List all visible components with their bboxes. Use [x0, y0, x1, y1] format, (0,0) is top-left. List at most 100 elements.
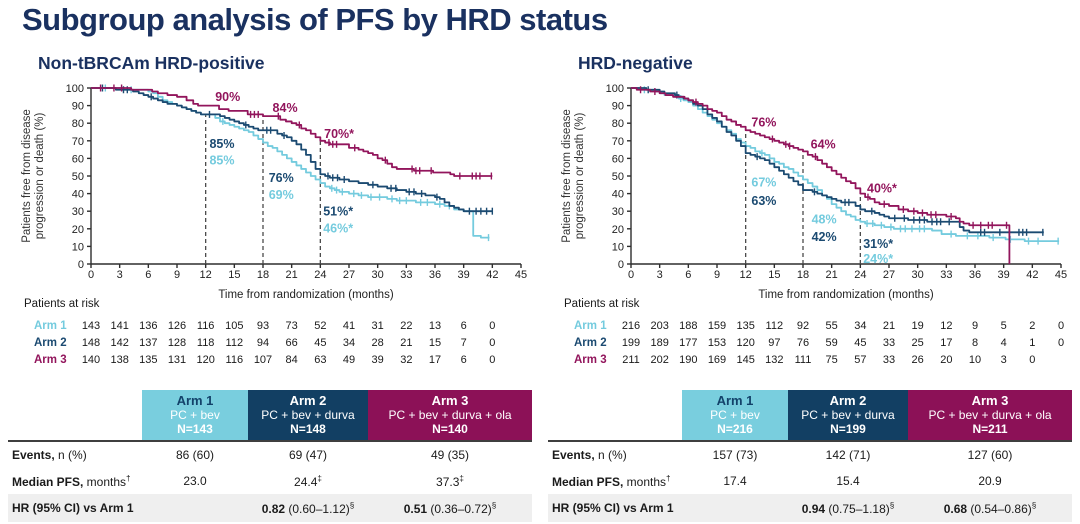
km-curve-arm-1: [631, 87, 1060, 243]
risk-count: 141: [110, 320, 128, 332]
risk-count: 45: [854, 337, 866, 349]
km-chart-hrd-positive: Patients free from diseaseprogression or…: [21, 83, 527, 366]
risk-count: 10: [969, 354, 981, 366]
annotation-label: 76%: [269, 171, 294, 185]
arm-name: Arm 2: [829, 393, 867, 408]
x-tick-label: 21: [826, 269, 838, 281]
risk-count: 73: [286, 320, 298, 332]
risk-count: 92: [797, 320, 809, 332]
arm-name: Arm 3: [431, 393, 469, 408]
x-tick-label: 12: [740, 269, 752, 281]
summary-header-arm-2: Arm 2 PC + bev + durva N=148: [248, 390, 368, 441]
arm-n: N=199: [830, 422, 866, 436]
risk-count: 118: [197, 337, 215, 349]
risk-count: 32: [400, 354, 412, 366]
x-tick-label: 39: [998, 269, 1010, 281]
y-tick-label: 50: [72, 171, 84, 183]
annotation-label: 76%: [751, 116, 776, 130]
risk-count: 105: [225, 320, 243, 332]
risk-row-label-arm-2: Arm 2: [574, 337, 607, 349]
risk-count: 66: [286, 337, 298, 349]
risk-count: 21: [883, 320, 895, 332]
y-tick-label: 30: [612, 206, 624, 218]
y-tick-label: 60: [612, 153, 624, 165]
summary-cell: 0.68 (0.54–0.86)§: [908, 494, 1072, 522]
summary-header-empty: [8, 390, 142, 441]
risk-count: 107: [254, 354, 272, 366]
y-tick-label: 60: [72, 153, 84, 165]
summary-cell: 0.94 (0.75–1.18)§: [788, 494, 908, 522]
y-axis-title: Patients free from diseaseprogression or…: [561, 109, 586, 243]
annotation-label: 48%: [812, 213, 837, 227]
annotation-label: 69%: [269, 188, 294, 202]
risk-count: 0: [1029, 354, 1035, 366]
censor-marks: [643, 86, 1059, 245]
risk-count: 39: [372, 354, 384, 366]
risk-count: 137: [139, 337, 157, 349]
summary-header-arm-1: Arm 1 PC + bev N=143: [142, 390, 248, 441]
x-tick-label: 12: [200, 269, 212, 281]
risk-count: 31: [372, 320, 384, 332]
y-tick-label: 20: [72, 224, 84, 236]
risk-count: 25: [912, 337, 924, 349]
risk-count: 177: [679, 337, 697, 349]
x-tick-label: 39: [458, 269, 470, 281]
risk-count: 0: [489, 354, 495, 366]
risk-count: 169: [708, 354, 726, 366]
risk-count: 3: [1001, 354, 1007, 366]
risk-count: 120: [736, 337, 754, 349]
annotation-label: 24%*: [863, 252, 893, 266]
summary-cell: 20.9: [978, 474, 1002, 488]
annotation-label: 90%: [215, 90, 240, 104]
x-tick-label: 6: [145, 269, 151, 281]
summary-row-label: HR (95% CI) vs Arm 1: [548, 494, 682, 522]
annotation-label: 85%: [209, 154, 234, 168]
risk-count: 6: [461, 320, 467, 332]
arm-regimen: PC + bev + durva + ola: [928, 408, 1052, 422]
risk-count: 211: [622, 354, 640, 366]
x-tick-label: 27: [343, 269, 355, 281]
arm-n: N=140: [432, 422, 468, 436]
risk-count: 20: [940, 354, 952, 366]
patients-at-risk-label: Patients at risk: [24, 298, 100, 310]
axes: [627, 87, 1062, 268]
x-tick-label: 42: [486, 269, 498, 281]
x-tick-label: 3: [657, 269, 663, 281]
risk-count: 4: [1001, 337, 1007, 349]
risk-count: 189: [650, 337, 668, 349]
summary-cell: 37.3‡: [436, 473, 464, 489]
risk-count: 75: [826, 354, 838, 366]
x-tick-label: 30: [372, 269, 384, 281]
x-tick-label: 24: [854, 269, 866, 281]
risk-count: 52: [314, 320, 326, 332]
summary-table-grid: Arm 1 PC + bev N=143 Arm 2 PC + bev + durva N…: [8, 390, 532, 522]
x-tick-label: 21: [286, 269, 298, 281]
risk-count: 94: [257, 337, 269, 349]
y-tick-label: 90: [612, 101, 624, 113]
summary-row-label: Median PFS, months†: [552, 473, 671, 489]
x-tick-label: 9: [174, 269, 180, 281]
y-tick-label: 30: [72, 206, 84, 218]
arm-name: Arm 3: [971, 393, 1009, 408]
summary-cell: 0.82 (0.60–1.12)§: [248, 494, 368, 522]
summary-cell: 15.4: [836, 474, 860, 488]
y-tick-label: 100: [606, 83, 624, 95]
annotation-label: 84%: [273, 101, 298, 115]
km-panel-hrd-positive: Non-tBRCAm HRD-positive Patients free fr…: [18, 52, 558, 388]
risk-count: 136: [139, 320, 157, 332]
risk-count: 135: [736, 320, 754, 332]
y-tick-label: 90: [72, 101, 84, 113]
risk-count: 159: [708, 320, 726, 332]
arm-name: Arm 1: [716, 393, 754, 408]
risk-count: 112: [766, 320, 784, 332]
x-tick-label: 24: [314, 269, 326, 281]
axes: [87, 87, 522, 268]
x-axis-title: Time from randomization (months): [218, 289, 393, 301]
summary-cell: 86 (60): [142, 440, 248, 468]
y-tick-label: 0: [78, 259, 84, 271]
annotation-label: 42%: [812, 230, 837, 244]
summary-cell: 0.51 (0.36–0.72)§: [368, 494, 532, 522]
x-tick-label: 0: [628, 269, 634, 281]
risk-count: 0: [1058, 320, 1064, 332]
risk-count: 13: [429, 320, 441, 332]
